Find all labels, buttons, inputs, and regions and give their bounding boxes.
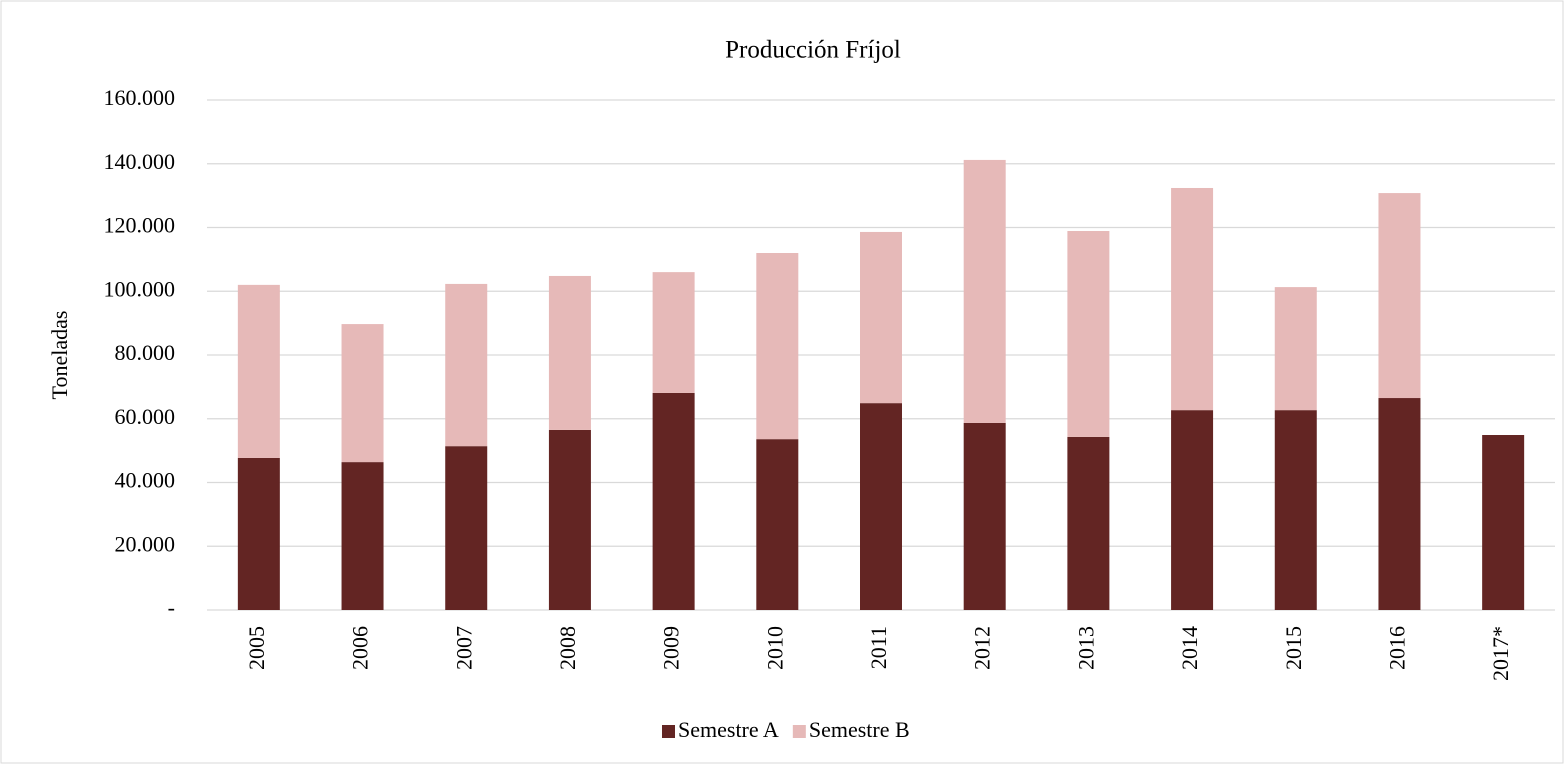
bar xyxy=(756,439,799,610)
bar xyxy=(445,283,488,447)
legend-label: Semestre B xyxy=(809,717,910,742)
bar xyxy=(341,462,384,610)
y-tick-label: 120.000 xyxy=(104,213,176,238)
bar xyxy=(237,457,280,610)
bar xyxy=(652,392,695,610)
y-tick-label: 80.000 xyxy=(115,340,176,365)
x-tick-label: 2015 xyxy=(1281,626,1306,670)
bar xyxy=(860,403,902,610)
y-axis-label: Toneladas xyxy=(47,311,72,400)
bar xyxy=(860,231,902,404)
bar xyxy=(1378,193,1421,399)
y-tick-label: 60.000 xyxy=(115,404,176,429)
bar xyxy=(1171,410,1214,610)
y-tick-label: - xyxy=(168,595,175,620)
x-tick-label: 2010 xyxy=(762,626,787,670)
x-tick-label: 2012 xyxy=(970,626,995,670)
y-tick-label: 160.000 xyxy=(104,85,176,110)
bar xyxy=(652,272,695,393)
bar xyxy=(237,284,280,458)
x-tick-label: 2011 xyxy=(866,626,891,669)
legend-swatch xyxy=(662,725,675,738)
bar xyxy=(548,275,591,430)
bar xyxy=(1274,287,1317,411)
x-tick-label: 2017* xyxy=(1488,626,1513,681)
x-tick-label: 2008 xyxy=(555,626,580,670)
bar xyxy=(445,446,488,610)
bar xyxy=(548,429,591,610)
bar xyxy=(1171,187,1214,411)
x-tick-label: 2007 xyxy=(451,626,476,670)
bar xyxy=(756,253,799,440)
y-tick-label: 140.000 xyxy=(104,149,176,174)
y-tick-label: 40.000 xyxy=(115,468,176,493)
bar xyxy=(341,324,384,463)
legend-swatch xyxy=(792,725,806,738)
y-tick-label: 100.000 xyxy=(104,276,176,301)
bar xyxy=(1067,231,1110,437)
bar xyxy=(1067,436,1110,610)
x-tick-label: 2014 xyxy=(1177,626,1202,670)
chart-title: Producción Fríjol xyxy=(725,37,901,64)
x-tick-label: 2009 xyxy=(659,626,684,670)
bar xyxy=(963,159,1006,423)
x-tick-label: 2006 xyxy=(348,626,373,670)
x-tick-label: 2005 xyxy=(244,626,269,670)
x-tick-label: 2013 xyxy=(1073,626,1098,670)
y-tick-label: 20.000 xyxy=(115,531,176,556)
bar xyxy=(1274,410,1317,610)
x-tick-label: 2016 xyxy=(1385,626,1410,670)
bar xyxy=(963,422,1006,610)
bar xyxy=(1482,435,1525,610)
legend-label: Semestre A xyxy=(678,717,779,742)
bar xyxy=(1378,398,1421,610)
